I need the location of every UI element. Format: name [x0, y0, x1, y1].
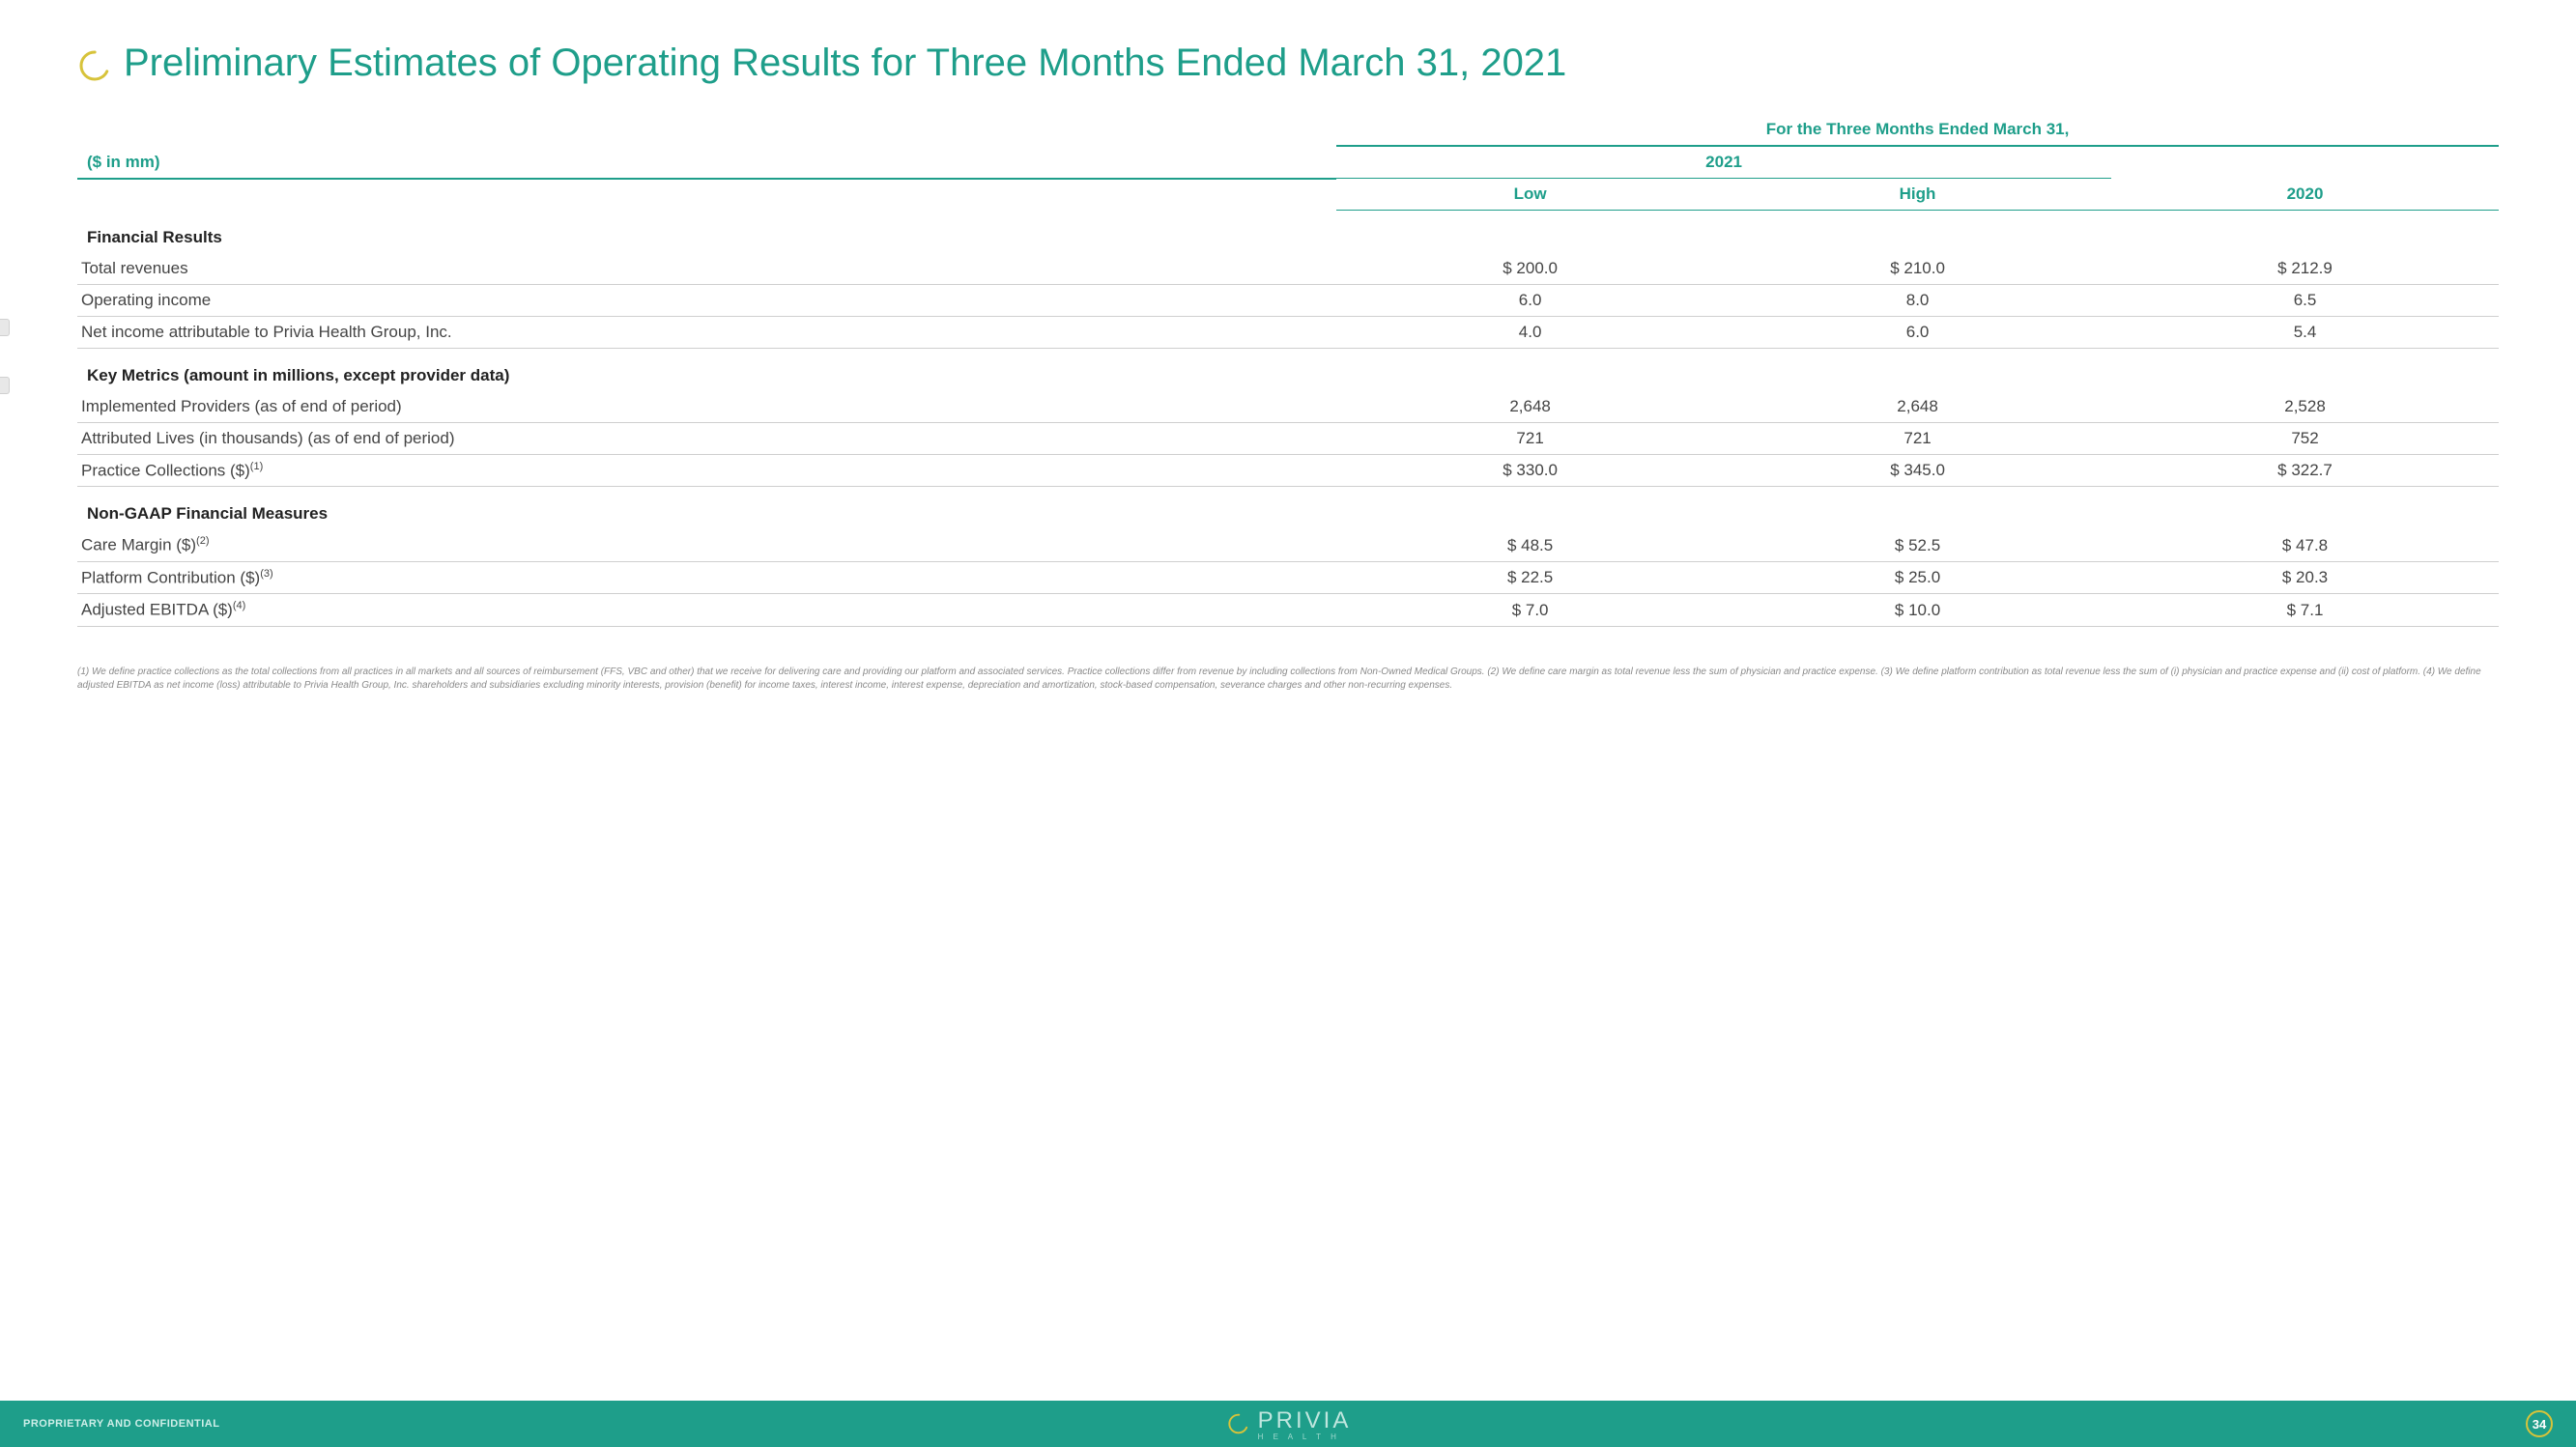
footer-brand: PRIVIA H E A L T H [1225, 1407, 1352, 1441]
footnotes: (1) We define practice collections as th… [77, 666, 2499, 692]
unit-label: ($ in mm) [77, 114, 1336, 179]
row-high: $ 345.0 [1724, 454, 2111, 487]
row-label: Implemented Providers (as of end of peri… [77, 391, 1336, 423]
row-label: Care Margin ($)(2) [77, 529, 1336, 561]
row-high: $ 210.0 [1724, 253, 2111, 285]
row-2020: 2,528 [2111, 391, 2499, 423]
low-header: Low [1336, 179, 1724, 211]
row-low: $ 48.5 [1336, 529, 1724, 561]
row-label: Net income attributable to Privia Health… [77, 316, 1336, 348]
row-label: Attributed Lives (in thousands) (as of e… [77, 422, 1336, 454]
row-2020: 752 [2111, 422, 2499, 454]
row-high: $ 10.0 [1724, 594, 2111, 627]
empty-header [77, 179, 1336, 211]
results-table: ($ in mm) For the Three Months Ended Mar… [77, 114, 2499, 627]
confidential-label: PROPRIETARY AND CONFIDENTIAL [23, 1418, 219, 1430]
row-high: 6.0 [1724, 316, 2111, 348]
row-low: 721 [1336, 422, 1724, 454]
section-heading: Non-GAAP Financial Measures [77, 487, 1336, 530]
row-label: Total revenues [77, 253, 1336, 285]
row-2020: $ 7.1 [2111, 594, 2499, 627]
row-2020: $ 47.8 [2111, 529, 2499, 561]
row-label: Adjusted EBITDA ($)(4) [77, 594, 1336, 627]
row-label: Platform Contribution ($)(3) [77, 561, 1336, 594]
row-high: 2,648 [1724, 391, 2111, 423]
brand-name: PRIVIA [1258, 1407, 1352, 1434]
row-high: $ 52.5 [1724, 529, 2111, 561]
period-header: For the Three Months Ended March 31, [1336, 114, 2499, 146]
row-label: Operating income [77, 284, 1336, 316]
brand-circle-icon [1225, 1410, 1252, 1437]
row-2020: $ 322.7 [2111, 454, 2499, 487]
row-low: $ 22.5 [1336, 561, 1724, 594]
row-2020: $ 212.9 [2111, 253, 2499, 285]
high-header: High [1724, 179, 2111, 211]
row-low: $ 7.0 [1336, 594, 1724, 627]
row-2020: 6.5 [2111, 284, 2499, 316]
year-2021-header: 2021 [1336, 146, 2111, 179]
year-2020-header: 2020 [2111, 146, 2499, 211]
footer-bar: PROPRIETARY AND CONFIDENTIAL PRIVIA H E … [0, 1401, 2576, 1447]
page-title: Preliminary Estimates of Operating Resul… [124, 39, 1566, 87]
row-low: $ 330.0 [1336, 454, 1724, 487]
brand-circle-icon [77, 48, 112, 83]
row-low: 2,648 [1336, 391, 1724, 423]
section-heading: Financial Results [77, 211, 1336, 253]
row-high: $ 25.0 [1724, 561, 2111, 594]
brand-subtitle: H E A L T H [1258, 1433, 1340, 1441]
row-low: 4.0 [1336, 316, 1724, 348]
row-high: 721 [1724, 422, 2111, 454]
row-high: 8.0 [1724, 284, 2111, 316]
row-low: 6.0 [1336, 284, 1724, 316]
row-2020: $ 20.3 [2111, 561, 2499, 594]
row-label: Practice Collections ($)(1) [77, 454, 1336, 487]
slide: Preliminary Estimates of Operating Resul… [0, 0, 2576, 1447]
title-row: Preliminary Estimates of Operating Resul… [77, 39, 2499, 87]
page-number: 34 [2526, 1410, 2553, 1437]
row-2020: 5.4 [2111, 316, 2499, 348]
row-low: $ 200.0 [1336, 253, 1724, 285]
section-heading: Key Metrics (amount in millions, except … [77, 348, 1336, 391]
